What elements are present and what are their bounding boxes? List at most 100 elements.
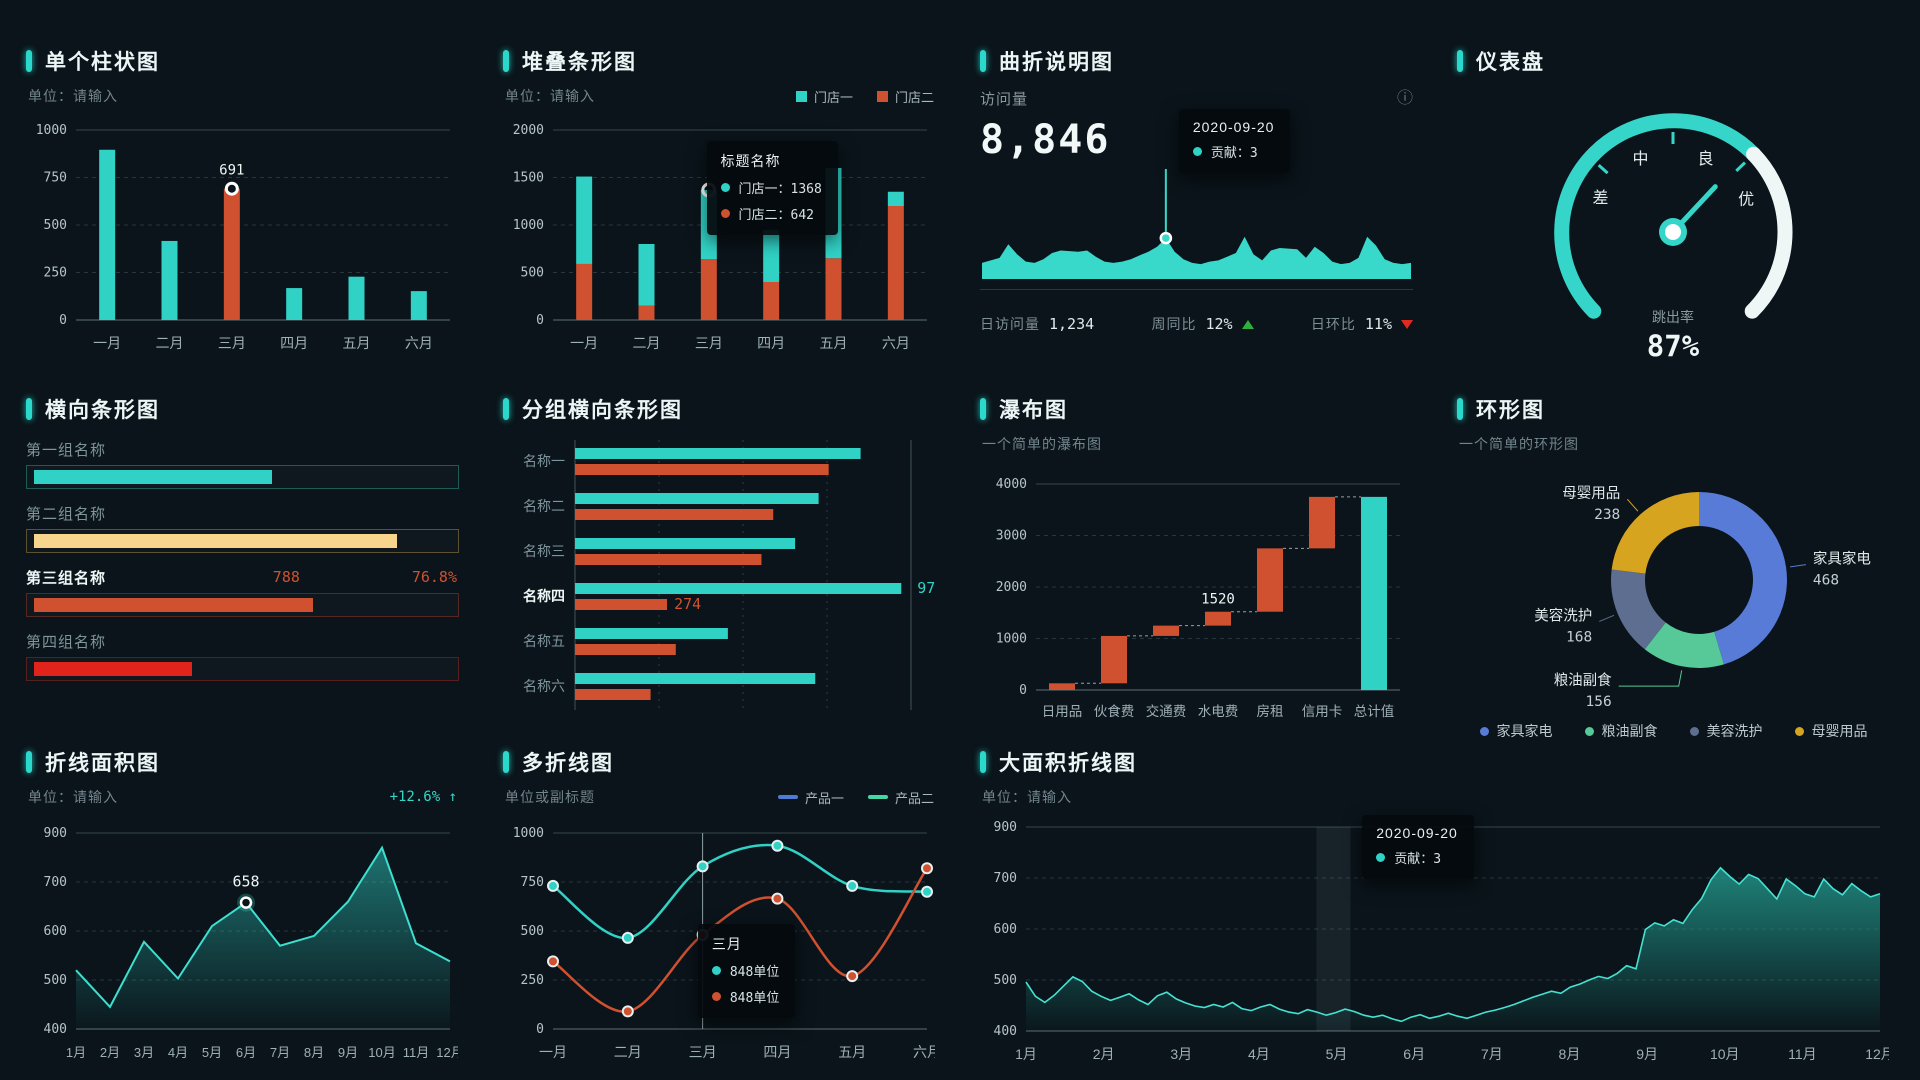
x-axis-label: 9月 [1636, 1046, 1658, 1062]
slice-label: 美容洗护 [1534, 607, 1592, 624]
panel-title: 大面积折线图 [999, 752, 1137, 775]
panel-big-area: 大面积折线图 单位：请输入 400 500 600 700 900 1月 2月 3月 4月 5月 6… [980, 747, 1895, 1077]
progress-fill[interactable] [34, 598, 314, 612]
panel-subheader: 一个简单的瀑布图 [982, 434, 1411, 454]
panel-title: 横向条形图 [45, 399, 160, 422]
x-axis-label: 水电费 [1198, 704, 1239, 719]
line-series[interactable] [75, 845, 451, 1009]
data-point[interactable] [846, 970, 859, 983]
bar-交通费[interactable] [1153, 625, 1179, 636]
bar-segment-门店二[interactable] [576, 263, 593, 320]
x-axis-label: 一月 [93, 335, 121, 351]
tooltip-title: 2020-09-20 [1192, 119, 1275, 135]
data-point[interactable] [921, 862, 933, 875]
progress-fill[interactable] [34, 534, 397, 548]
bar-a-名称五[interactable] [575, 628, 728, 639]
gauge-label: 良 [1698, 150, 1714, 168]
title-marker-icon [503, 398, 509, 420]
callout-line [1599, 614, 1615, 622]
legend-item[interactable]: 产品一 [777, 788, 844, 807]
bar-segment-门店二[interactable] [887, 206, 904, 320]
bar-a-名称六[interactable] [575, 673, 816, 684]
progress-fill[interactable] [34, 470, 272, 484]
x-axis-label: 2月 [100, 1045, 120, 1060]
bar-segment-门店一[interactable] [763, 229, 780, 282]
bar-a-名称四[interactable] [575, 583, 902, 594]
x-axis-label: 五月 [838, 1044, 866, 1060]
gauge-arc-rest [1744, 146, 1793, 319]
legend-item[interactable]: 粮油副食 [1584, 721, 1658, 741]
bar-b-名称四[interactable] [575, 599, 668, 610]
legend-item[interactable]: 门店二 [876, 87, 934, 106]
bar-伙食费[interactable] [1101, 635, 1127, 684]
bar-segment-门店一[interactable] [576, 176, 593, 264]
axis-label: 3000 [996, 529, 1027, 544]
title-marker-icon [26, 50, 32, 72]
data-point[interactable] [547, 955, 559, 968]
panel-subheader: 一个简单的环形图 [1459, 434, 1888, 454]
y-axis-label: 名称一 [523, 453, 565, 469]
panel-area-line: 折线面积图 单位：请输入 +12.6% ↑ 400 500 600 700 900 1月 2… [26, 747, 464, 1077]
axis-label: 600 [994, 922, 1017, 937]
bar-一月[interactable] [99, 149, 116, 320]
bar-四月[interactable] [286, 288, 303, 320]
legend-item[interactable]: 母婴用品 [1794, 721, 1868, 741]
bar-总计值[interactable] [1361, 496, 1387, 690]
slice-美容洗护[interactable] [1611, 569, 1666, 650]
bar-segment-门店二[interactable] [638, 305, 655, 320]
legend-item[interactable]: 美容洗护 [1689, 721, 1763, 741]
stat-value: 1,234 [1049, 315, 1095, 333]
sparkline-area[interactable] [982, 236, 1411, 279]
legend-item[interactable]: 门店一 [795, 87, 853, 106]
bar-三月[interactable] [223, 188, 240, 320]
bar-a-名称三[interactable] [575, 538, 796, 549]
bar-b-名称三[interactable] [575, 554, 762, 565]
slice-粮油副食[interactable] [1644, 622, 1724, 668]
x-axis-label: 日用品 [1042, 704, 1083, 719]
bar-五月[interactable] [348, 276, 365, 320]
y-axis-label: 名称四 [523, 588, 565, 604]
data-point[interactable] [921, 885, 933, 898]
tooltip-text: 门店一：1368 [738, 181, 822, 197]
group-label: 第二组名称 [26, 505, 107, 523]
divider [980, 289, 1413, 290]
bar-segment-门店一[interactable] [887, 191, 904, 206]
bar-segment-门店一[interactable] [638, 244, 655, 306]
bar-b-名称一[interactable] [575, 464, 829, 475]
bar-a-名称二[interactable] [575, 493, 819, 504]
bar-b-名称二[interactable] [575, 509, 774, 520]
x-axis-label: 四月 [280, 335, 308, 351]
progress-fill[interactable] [34, 662, 193, 676]
axis-label: 400 [44, 1022, 67, 1037]
bar-b-名称六[interactable] [575, 689, 651, 700]
data-point[interactable] [771, 839, 784, 852]
bar-房租[interactable] [1257, 548, 1283, 612]
bar-segment-门店二[interactable] [825, 258, 842, 320]
data-point[interactable] [621, 931, 634, 944]
data-point[interactable] [696, 860, 709, 873]
panel-header: 单个柱状图 [26, 46, 459, 76]
line-series[interactable] [1025, 866, 1881, 1023]
panel-title: 环形图 [1476, 399, 1545, 422]
bar-b-名称五[interactable] [575, 644, 676, 655]
progress-group: 第三组名称 788 76.8% [26, 566, 459, 617]
data-point[interactable] [846, 879, 859, 892]
bar-水电费[interactable] [1205, 611, 1231, 626]
info-icon[interactable]: ⓘ [1396, 89, 1413, 107]
bar-segment-门店二[interactable] [763, 282, 780, 320]
bar-二月[interactable] [161, 240, 178, 320]
legend-item[interactable]: 产品二 [867, 788, 934, 807]
data-point[interactable] [621, 1005, 634, 1018]
legend-item[interactable]: 家具家电 [1479, 721, 1553, 741]
bar-六月[interactable] [410, 291, 427, 320]
panel-title: 单个柱状图 [45, 51, 160, 74]
data-point[interactable] [771, 892, 784, 905]
bar-日用品[interactable] [1049, 683, 1075, 690]
bar-信用卡[interactable] [1309, 496, 1335, 549]
data-point[interactable] [547, 879, 559, 892]
slice-家具家电[interactable] [1699, 492, 1787, 665]
bar-a-名称一[interactable] [575, 448, 861, 459]
panel-title: 曲折说明图 [999, 51, 1114, 74]
bar-segment-门店二[interactable] [700, 259, 717, 320]
slice-母婴用品[interactable] [1611, 492, 1699, 574]
